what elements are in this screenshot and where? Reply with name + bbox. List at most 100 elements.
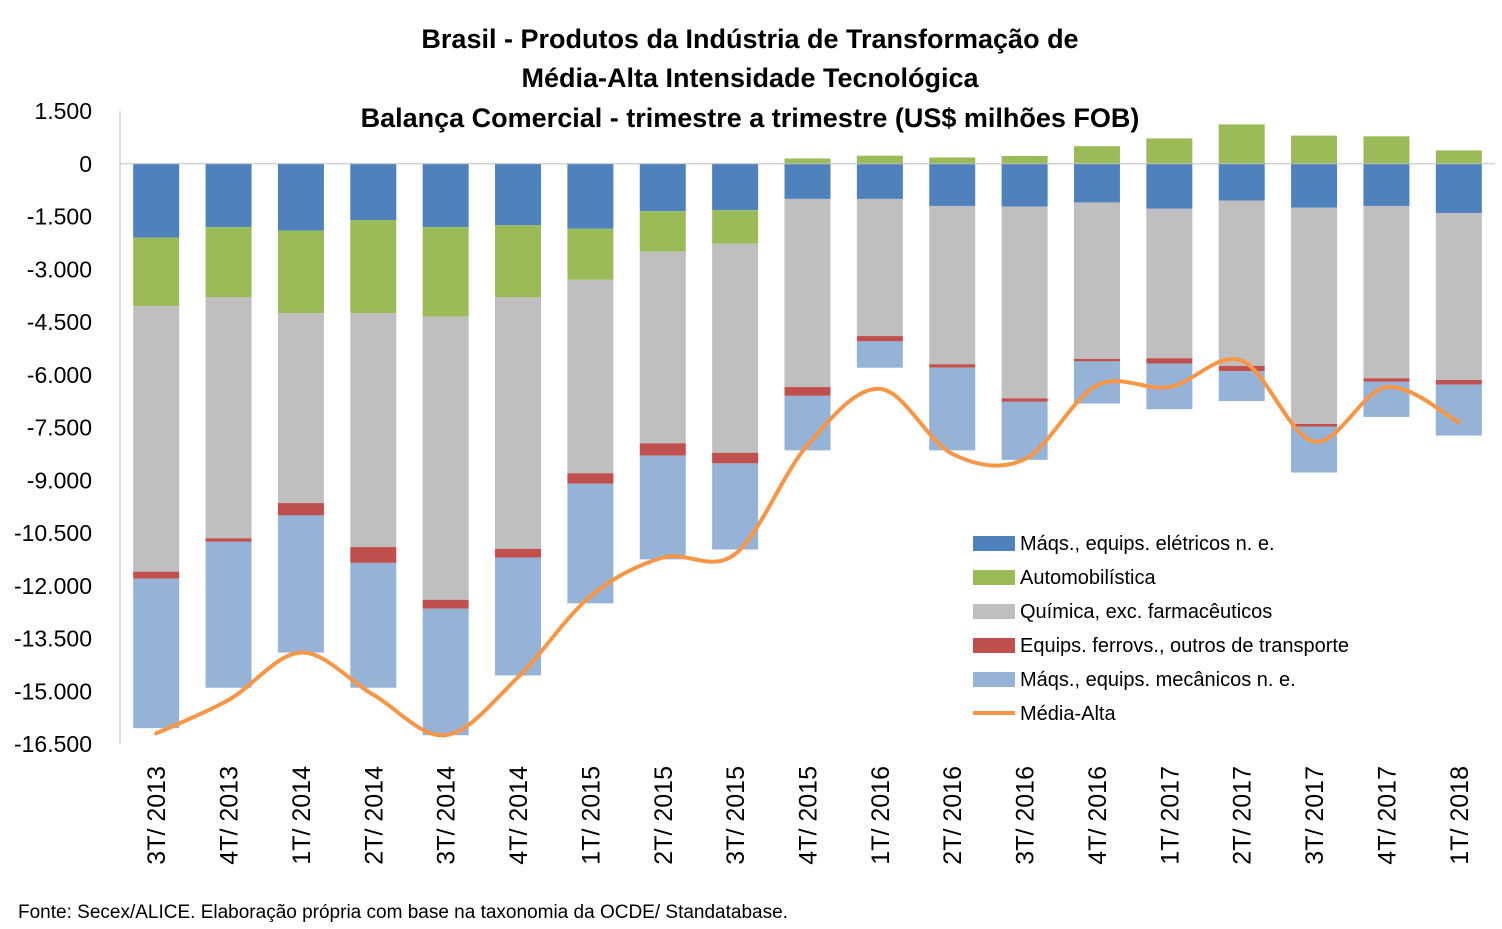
x-tick-label: 4T/ 2015 [795, 766, 823, 865]
legend-label: Equips. ferrovs., outros de transporte [1020, 635, 1349, 657]
bar-segment [205, 163, 252, 228]
source-note: Fonte: Secex/ALICE. Elaboração própria c… [18, 902, 788, 923]
bar-segment [1435, 163, 1482, 213]
y-tick-label: -4.500 [27, 309, 92, 335]
x-tick-label: 3T/ 2015 [722, 766, 750, 865]
bar-segment [422, 316, 469, 600]
bar-segment [639, 251, 686, 444]
bar-segment [1146, 138, 1193, 164]
bar-segment [1435, 380, 1482, 385]
bar-segment [277, 163, 324, 231]
y-tick-label: -7.500 [27, 415, 92, 441]
bar-segment [567, 473, 614, 484]
bar-segment [567, 279, 614, 474]
bar-segment [1363, 136, 1410, 164]
bar-segment [639, 455, 686, 560]
bar-segment [567, 163, 614, 229]
y-tick-label: 0 [79, 151, 92, 177]
bar-segment [495, 225, 542, 298]
bar-segment [350, 163, 397, 221]
x-tick-label: 1T/ 2017 [1156, 766, 1184, 865]
x-tick-label: 2T/ 2014 [360, 766, 388, 865]
bar-segment [277, 313, 324, 504]
chart-title-line-1: Brasil - Produtos da Indústria de Transf… [421, 24, 1078, 54]
x-tick-label: 1T/ 2014 [288, 766, 316, 865]
bar-segment [1291, 135, 1338, 164]
bar-segment [1073, 358, 1120, 362]
bar-segment [495, 557, 542, 676]
legend-label: Máqs., equips. elétricos n. e. [1020, 533, 1275, 555]
bar-segment [712, 163, 759, 211]
bar-segment [1073, 202, 1120, 359]
bar-segment [856, 341, 903, 368]
y-tick-label: -1.500 [27, 204, 92, 230]
y-tick-label: -12.000 [14, 573, 92, 599]
bar-segment [205, 297, 252, 539]
legend-swatch [973, 672, 1015, 687]
x-tick-label: 4T/ 2016 [1084, 766, 1112, 865]
bar-segment [639, 211, 686, 252]
bar-segment [133, 306, 180, 572]
x-tick-label: 1T/ 2015 [577, 766, 605, 865]
bar-segment [350, 547, 397, 563]
bar-segment [856, 163, 903, 199]
bar-segment [1146, 358, 1193, 364]
y-tick-label: -3.000 [27, 256, 92, 282]
bar-segment [1435, 150, 1482, 164]
bar-segment [133, 237, 180, 307]
y-tick-label: -6.000 [27, 362, 92, 388]
bar-segment [639, 163, 686, 212]
bar-segment [856, 155, 903, 164]
legend-label: Máqs., equips. mecânicos n. e. [1020, 669, 1296, 691]
bar-segment [1218, 365, 1265, 372]
bar-segment [495, 297, 542, 549]
bar-segment [712, 210, 759, 244]
x-tick-label: 1T/ 2018 [1446, 766, 1474, 865]
x-tick-label: 2T/ 2015 [650, 766, 678, 865]
bar-segment [639, 443, 686, 456]
bar-segment [422, 163, 469, 228]
legend-swatch [973, 604, 1015, 619]
x-tick-label: 3T/ 2014 [433, 766, 461, 865]
bar-segment [1218, 163, 1265, 201]
bar-segment [1073, 146, 1120, 164]
x-axis-ticks: 3T/ 2013 4T/ 2013 1T/ 2014 2T/ 2014 3T/ 2014… [143, 766, 1474, 865]
x-tick-label: 4T/ 2014 [505, 766, 533, 865]
bar-segment [1218, 124, 1265, 164]
legend-swatch [973, 570, 1015, 585]
x-tick-label: 3T/ 2013 [143, 766, 171, 865]
bar-segment [929, 205, 976, 365]
bar-segment [350, 313, 397, 548]
bar-segment [422, 599, 469, 609]
y-tick-label: 1.500 [34, 98, 92, 124]
bar-segment [133, 571, 180, 579]
chart-title-line-2: Média-Alta Intensidade Tecnológica [521, 63, 979, 93]
bar-segment [1001, 398, 1048, 402]
x-tick-label: 3T/ 2017 [1301, 766, 1329, 865]
bar-segment [1291, 423, 1338, 427]
y-tick-label: -9.000 [27, 467, 92, 493]
x-tick-label: 2T/ 2016 [939, 766, 967, 865]
bar-segment [784, 158, 831, 164]
bar-segment [422, 227, 469, 317]
bar-segment [277, 503, 324, 516]
x-tick-label: 2T/ 2017 [1229, 766, 1257, 865]
y-tick-label: -16.500 [14, 731, 92, 757]
y-tick-label: -13.500 [14, 626, 92, 652]
bar-segment [1218, 200, 1265, 366]
bar-segment [1001, 156, 1048, 164]
bar-series [133, 124, 1482, 736]
bar-segment [1146, 208, 1193, 359]
bar-segment [495, 548, 542, 558]
bar-segment [929, 364, 976, 368]
y-tick-label: -15.000 [14, 678, 92, 704]
bar-segment [929, 163, 976, 206]
bar-segment [133, 578, 180, 729]
bar-segment [1001, 163, 1048, 207]
bar-segment [205, 227, 252, 298]
bar-segment [1291, 207, 1338, 424]
bar-segment [205, 541, 252, 688]
line-series [154, 357, 1461, 738]
bar-segment [277, 515, 324, 653]
